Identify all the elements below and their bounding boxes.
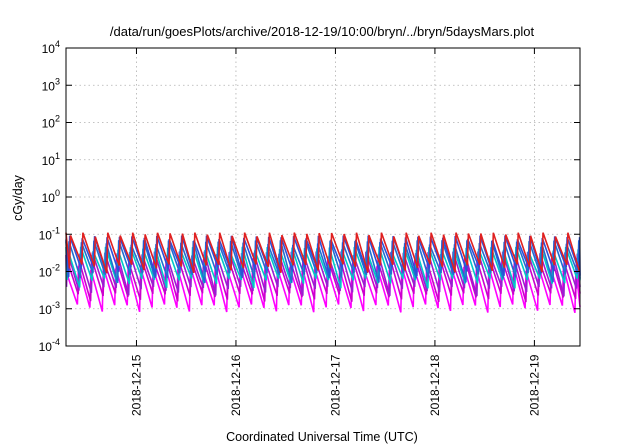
y-tick-label: 104 bbox=[42, 39, 60, 56]
y-tick-label: 100 bbox=[42, 188, 60, 205]
y-tick-label: 10-2 bbox=[39, 263, 60, 280]
y-tick-label: 10-1 bbox=[39, 225, 60, 242]
y-tick-label: 10-3 bbox=[39, 300, 60, 317]
grid-lines bbox=[66, 48, 580, 346]
x-tick-label: 2018-12-19 bbox=[527, 354, 541, 416]
y-tick-label: 101 bbox=[42, 151, 60, 168]
x-axis: 2018-12-15 2018-12-16 2018-12-17 2018-12-18… bbox=[129, 48, 541, 416]
x-axis-label: Coordinated Universal Time (UTC) bbox=[226, 430, 418, 444]
x-tick-label: 2018-12-16 bbox=[229, 354, 243, 416]
x-tick-label: 2018-12-15 bbox=[129, 354, 143, 416]
y-tick-label: 102 bbox=[42, 114, 60, 131]
y-tick-label: 10-4 bbox=[39, 337, 60, 354]
data-series bbox=[65, 232, 581, 313]
y-tick-label: 103 bbox=[42, 76, 60, 93]
y-axis-label: cGy/day bbox=[11, 174, 25, 221]
x-tick-label: 2018-12-17 bbox=[328, 354, 342, 416]
chart-title: /data/run/goesPlots/archive/2018-12-19/1… bbox=[110, 24, 535, 39]
y-axis: 10-4 10-3 10-2 10-1 100 101 102 103 104 bbox=[39, 39, 580, 354]
x-tick-label: 2018-12-18 bbox=[428, 354, 442, 416]
series-line bbox=[65, 232, 581, 274]
series-line bbox=[65, 235, 581, 277]
